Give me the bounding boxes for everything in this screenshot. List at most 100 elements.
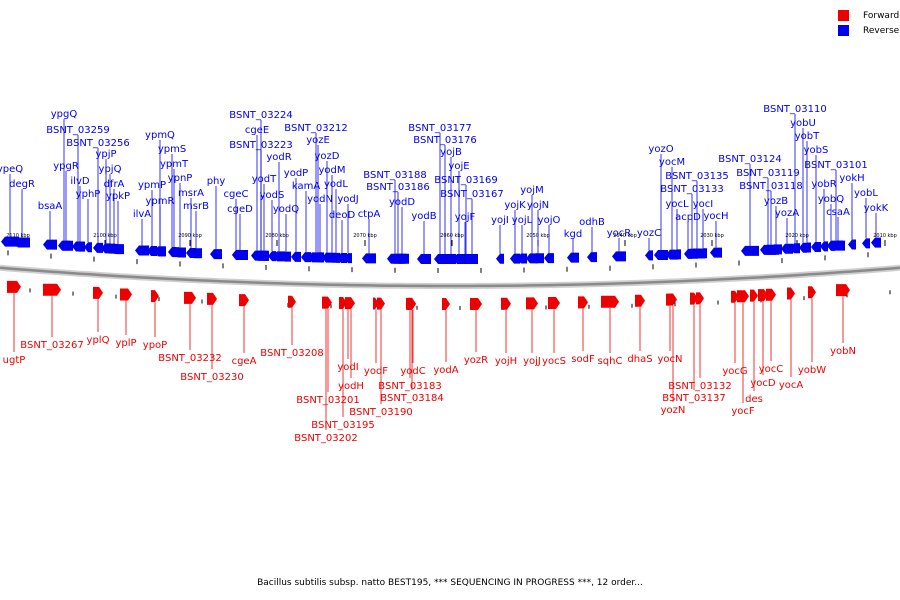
gene-label-yplp: yplP (115, 338, 136, 349)
gene-arrow-cgea (239, 294, 249, 307)
gene-arrow-yozo (654, 249, 668, 260)
gene-arrow-ilvd (75, 241, 85, 252)
gene-label-cged: cgeD (227, 204, 253, 215)
gene-arrow-yocr (612, 251, 626, 262)
gene-label-bsnt-03208: BSNT_03208 (260, 348, 323, 359)
gene-label-bsnt-03135: BSNT_03135 (665, 171, 728, 182)
gene-arrow-kgd (567, 252, 579, 263)
legend-item-reverse: Reverse (838, 23, 899, 38)
gene-label-yodd: yodD (389, 197, 415, 208)
legend-swatch-forward (838, 10, 849, 21)
gene-arrow-bsnt-03267 (43, 283, 61, 296)
gene-arrow-yocs (548, 297, 560, 310)
gene-arrow-yobs (811, 241, 821, 252)
gene-label-bsaa: bsaA (38, 201, 63, 212)
gene-label-bsnt-03132: BSNT_03132 (668, 381, 731, 392)
gene-label-yozo: yozO (648, 144, 673, 155)
gene-label-sodf: sodF (571, 354, 595, 365)
gene-label-yozb: yozB (764, 196, 788, 207)
gene-label-yobu: yobU (790, 118, 816, 129)
gene-label-kgd: kgd (564, 229, 583, 240)
gene-arrow-yodt (259, 250, 269, 261)
gene-arrow-ypgr (59, 240, 73, 251)
gene-label-ilva: ilvA (133, 209, 151, 220)
gene-label-yozc: yozC (637, 228, 661, 239)
gene-arrow-bsnt-03137 (690, 292, 698, 305)
gene-label-bsnt-03118: BSNT_03118 (739, 181, 802, 192)
gene-label-sqhc: sqhC (598, 356, 623, 367)
gene-label-ypmt: ypmT (160, 159, 189, 170)
gene-arrow-yplp (120, 288, 132, 301)
gene-arrow-deod (337, 252, 347, 263)
gene-label-yojh: yojH (495, 356, 517, 367)
gene-arrow-phy (210, 249, 222, 260)
gene-label-ypeq: ypeQ (0, 164, 23, 175)
gene-label-yoze: yozE (306, 135, 330, 146)
gene-arrow-des (750, 289, 758, 302)
gene-label-yojo: yojO (538, 215, 561, 226)
gene-label-bsnt-03202: BSNT_03202 (294, 433, 357, 444)
gene-label-yokk: yokK (864, 203, 889, 214)
gene-label-ypmr: ypmR (146, 196, 175, 207)
gene-label-bsnt-03201: BSNT_03201 (296, 395, 359, 406)
gene-label-bsnt-03223: BSNT_03223 (229, 140, 292, 151)
gene-arrow-bsnt-03202 (322, 296, 330, 309)
gene-arrow-yodq (281, 251, 291, 262)
gene-label-ypmq: ypmQ (145, 130, 175, 141)
gene-arrow-sodf (578, 296, 588, 309)
gene-label-yojk: yojK (504, 200, 526, 211)
gene-arrow-ypmr (155, 246, 165, 257)
gene-label-yoci: yocI (693, 199, 713, 210)
gene-label-yojf: yojF (455, 212, 476, 223)
gene-label-yodh: yodH (338, 381, 364, 392)
gene-label-bsnt-03186: BSNT_03186 (366, 182, 429, 193)
gene-label-bsnt-03137: BSNT_03137 (662, 393, 725, 404)
gene-label-yocl: yocL (665, 199, 689, 210)
gene-arrow-yokh (848, 239, 856, 250)
gene-label-bsnt-03183: BSNT_03183 (378, 381, 441, 392)
gene-arrow-yplq (93, 286, 103, 299)
legend-label-forward: Forward (863, 10, 900, 21)
gene-arrow-bsnt-03124 (741, 245, 759, 256)
gene-arrow-yoci (699, 248, 707, 259)
gene-label-cgec: cgeC (224, 189, 249, 200)
legend-item-forward: Forward (838, 8, 899, 23)
gene-arrow-cged (232, 250, 248, 261)
gene-label-yobq: yobQ (818, 194, 844, 205)
gene-label-yoza: yozA (775, 208, 799, 219)
gene-label-ugtp: ugtP (3, 355, 26, 366)
gene-label-yocg: yocG (722, 366, 747, 377)
gene-label-yobs: yobS (804, 145, 829, 156)
gene-label-csaa: csaA (826, 207, 850, 218)
gene-arrow-ypnp (174, 247, 186, 258)
gene-arrow-yojb (446, 253, 456, 264)
gene-arrow-ypop (151, 290, 159, 303)
gene-label-yodq: yodQ (273, 204, 299, 215)
gene-label-yocn: yocN (657, 354, 682, 365)
figure-caption: Bacillus subtilis subsp. natto BEST195, … (257, 578, 643, 588)
gene-arrow-yozr (470, 297, 482, 310)
gene-arrow-yoca (787, 287, 795, 300)
scale-label: 2090 kbp (178, 233, 202, 239)
gene-arrow-bsnt-03230 (207, 292, 217, 305)
gene-label-ypgq: ypgQ (51, 109, 78, 120)
gene-label-yoda: yodA (433, 365, 458, 376)
gene-arrow-ilva (135, 245, 149, 256)
gene-label-yocr: yocR (607, 228, 632, 239)
gene-arrow-yocc (766, 288, 776, 301)
gene-label-yojl: yojL (512, 215, 533, 226)
gene-label-bsnt-03188: BSNT_03188 (363, 170, 426, 181)
gene-label-yobn: yobN (830, 346, 856, 357)
scale-label: 2080 kbp (265, 233, 289, 239)
gene-label-yobt: yobT (795, 131, 820, 142)
gene-arrow-yobq (827, 240, 835, 251)
gene-label-bsnt-03230: BSNT_03230 (180, 372, 243, 383)
gene-arrow-yodh (347, 297, 355, 310)
gene-arrow-yodf (373, 297, 379, 310)
legend-label-reverse: Reverse (863, 25, 900, 36)
gene-arrow-yojo (544, 253, 554, 264)
gene-label-bsnt-03133: BSNT_03133 (660, 184, 723, 195)
gene-arrow-yobn (836, 284, 850, 297)
gene-label-ctpa: ctpA (358, 209, 381, 220)
